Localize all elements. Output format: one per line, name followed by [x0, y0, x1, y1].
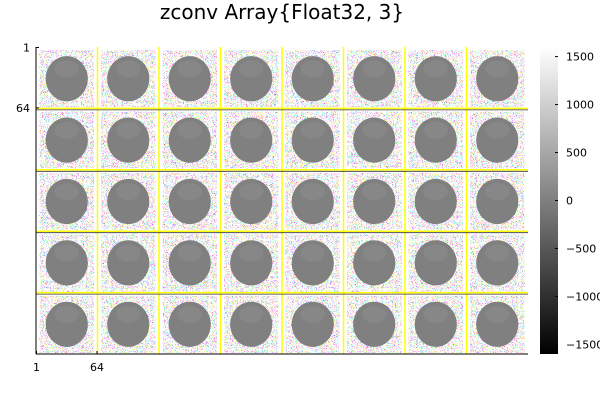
slice-tile — [343, 231, 405, 293]
slice-tile — [220, 169, 282, 232]
slice-tile — [282, 108, 344, 170]
slice-tile — [343, 47, 405, 109]
slice-tile — [97, 169, 159, 232]
montage-plot-area — [36, 47, 528, 354]
slice-tile — [220, 292, 282, 354]
tile-grid-lines — [36, 47, 528, 354]
slice-tile — [282, 231, 344, 293]
colorbar-tick-label: −1500 — [566, 338, 600, 351]
colorbar: 1500 1000 500 0 −500 −1000 −1500 — [540, 47, 600, 354]
x-tick-label: 64 — [90, 361, 104, 374]
slice-tile — [282, 169, 344, 232]
slice-tile — [282, 47, 344, 109]
colorbar-tick-label: 1500 — [566, 51, 594, 64]
colorbar-tick-label: −1000 — [566, 290, 600, 303]
slice-tile — [405, 47, 467, 109]
slice-tile — [343, 292, 405, 354]
slice-tile — [220, 108, 282, 170]
slice-tile — [466, 292, 528, 354]
slice-tile — [466, 47, 528, 109]
colorbar-gradient — [540, 47, 558, 354]
colorbar-tick-label: −500 — [566, 242, 596, 255]
slice-tile — [159, 231, 221, 293]
slice-tile — [343, 169, 405, 232]
slice-tile — [405, 292, 467, 354]
slice-tile — [220, 231, 282, 293]
chart-title: zconv Array{Float32, 3} — [160, 0, 404, 24]
slice-tile — [282, 292, 344, 354]
x-tick-label: 1 — [33, 361, 40, 374]
slice-tile — [405, 108, 467, 170]
slice-tile — [36, 292, 98, 354]
slice-tile — [97, 292, 159, 354]
slice-tile — [466, 231, 528, 293]
slice-tile — [159, 169, 221, 232]
slice-tile — [466, 108, 528, 170]
slice-tile — [405, 231, 467, 293]
colorbar-tick-label: 0 — [566, 195, 573, 208]
slice-tile — [36, 47, 98, 109]
slice-tile — [97, 231, 159, 293]
slice-tile — [36, 108, 98, 170]
colorbar-tick-label: 500 — [566, 147, 587, 160]
y-tick-label: 64 — [16, 102, 30, 115]
y-tick-label: 1 — [23, 41, 30, 54]
slice-tile — [405, 169, 467, 232]
colorbar-tick-label: 1000 — [566, 99, 594, 112]
slice-tile — [220, 47, 282, 109]
slice-tile — [97, 108, 159, 170]
colorbar-ticks: 1500 1000 500 0 −500 −1000 −1500 — [555, 51, 600, 351]
slice-tile — [343, 108, 405, 170]
plot-axes: 1 64 1 64 — [16, 41, 528, 374]
slice-tile — [466, 169, 528, 232]
slice-tile — [159, 47, 221, 109]
slice-tile — [159, 292, 221, 354]
slice-tile — [159, 108, 221, 170]
slice-tile — [97, 47, 159, 109]
slice-tile — [36, 231, 98, 293]
slice-tile — [36, 169, 98, 232]
